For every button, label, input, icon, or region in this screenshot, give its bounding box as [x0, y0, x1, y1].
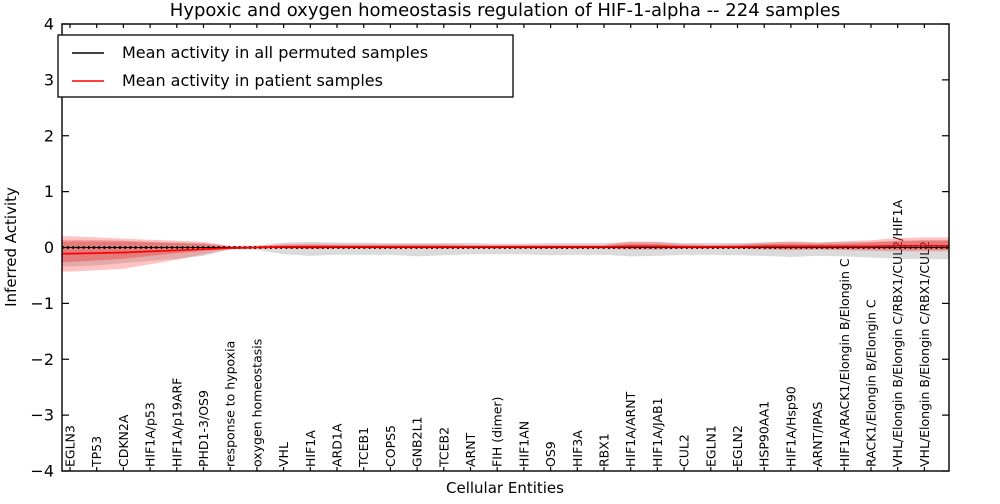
legend-permuted-label: Mean activity in all permuted samples — [122, 43, 428, 62]
x-tick-label: OS9 — [543, 441, 558, 467]
x-tick-label: TCEB2 — [436, 427, 451, 468]
x-tick-label: response to hypoxia — [223, 341, 238, 467]
x-tick-label: CDKN2A — [116, 414, 131, 467]
x-tick-labels: EGLN3 TP53 CDKN2A HIF1A/p53 HIF1A/p19ARF PHD1… — [63, 199, 932, 468]
patient-samples-spread-inner-band — [62, 240, 949, 262]
patient-samples-spread-outer-band — [62, 236, 949, 272]
x-tick-label: HIF1A/p19ARF — [169, 378, 184, 467]
x-axis-label: Cellular Entities — [446, 479, 564, 497]
x-tick-label: HIF1AN — [516, 421, 531, 467]
y-tick-label: −2 — [30, 350, 54, 369]
chart-title: Hypoxic and oxygen homeostasis regulatio… — [170, 0, 840, 21]
y-tick-labels: 4 3 2 1 0 −1 −2 −3 −4 — [30, 15, 54, 481]
x-tick-label: HIF1A/ARNT — [623, 391, 638, 467]
x-tick-label: COPS5 — [383, 425, 398, 467]
x-tick-label: HIF1A — [303, 430, 318, 467]
legend-box — [57, 34, 514, 98]
y-tick-label: 4 — [44, 15, 54, 34]
y-tick-label: −4 — [30, 462, 54, 481]
y-tick-label: 3 — [44, 70, 54, 89]
axes-spines — [61, 23, 950, 472]
x-tick-label: VHL — [276, 442, 291, 467]
x-tick-label: TCEB1 — [356, 427, 371, 468]
x-tick-label: ARNT — [463, 432, 478, 467]
y-axis-label: Inferred Activity — [2, 187, 20, 307]
x-tick-label: PHD1-3/OS9 — [196, 390, 211, 467]
x-tick-label: CUL2 — [677, 434, 692, 467]
y-tick-label: 0 — [44, 238, 54, 257]
y-tick-label: 1 — [44, 182, 54, 201]
x-tick-label: RBX1 — [597, 433, 612, 467]
y-tick-label: 2 — [44, 126, 54, 145]
x-tick-label: GNB2L1 — [410, 417, 425, 467]
x-tick-label: HIF3A — [570, 430, 585, 467]
x-tick-label: HIF1A/p53 — [143, 402, 158, 467]
x-tick-label: ARNT/IPAS — [810, 402, 825, 467]
x-tick-label: TP53 — [89, 436, 104, 468]
y-tick-label: −3 — [30, 406, 54, 425]
x-tick-label: FIH (dimer) — [490, 397, 505, 467]
x-tick-label: RACK1/Elongin B/Elongin C — [864, 299, 879, 467]
patient-mean-line — [62, 244, 949, 255]
x-tick-label: VHL/Elongin B/Elongin C/RBX1/CUL2 — [917, 241, 932, 467]
mean-activity-lines — [62, 244, 949, 255]
y-tick-label: −1 — [30, 294, 54, 313]
x-tick-label: EGLN2 — [730, 425, 745, 467]
x-tick-label: oxygen homeostasis — [249, 339, 264, 467]
x-tick-label: EGLN3 — [63, 425, 78, 467]
legend: Mean activity in all permuted samples Me… — [57, 34, 514, 98]
x-tick-label: HSP90AA1 — [757, 401, 772, 467]
x-tick-label: ARD1A — [330, 423, 345, 467]
x-tick-label: HIF1A/JAB1 — [650, 397, 665, 467]
x-tick-label: VHL/Elongin B/Elongin C/RBX1/CUL2/HIF1A — [890, 199, 905, 467]
x-tick-label: EGLN1 — [703, 425, 718, 467]
legend-patient-label: Mean activity in patient samples — [122, 71, 383, 90]
x-tick-label: HIF1A/RACK1/Elongin B/Elongin C — [837, 258, 852, 467]
x-tick-label: HIF1A/Hsp90 — [783, 386, 798, 467]
